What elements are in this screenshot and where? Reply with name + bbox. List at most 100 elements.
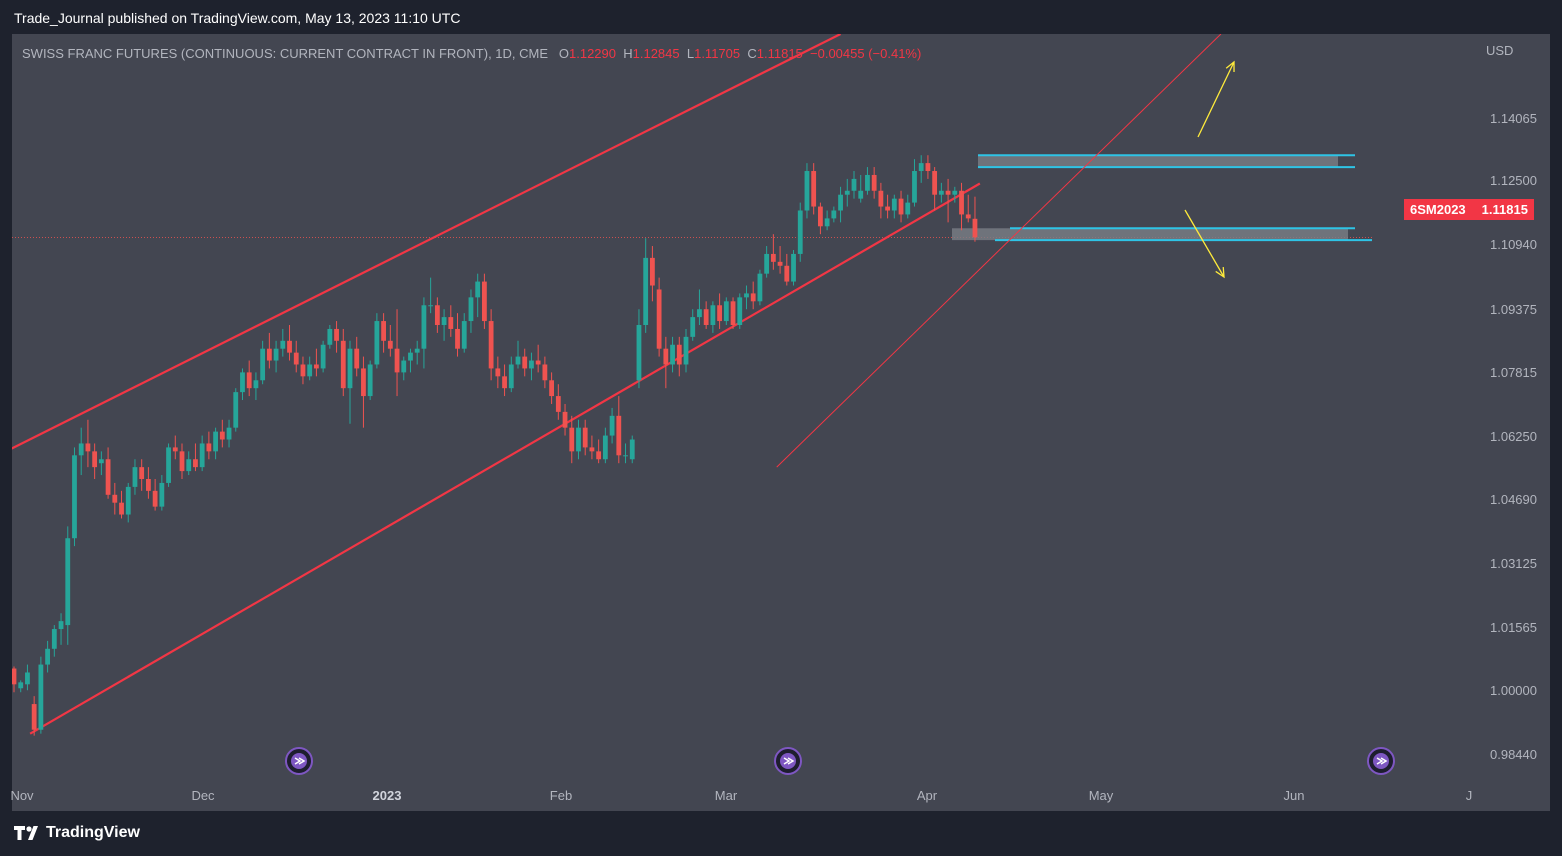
candle [609,407,615,444]
candle-body [764,253,770,274]
candle-body [703,309,709,326]
candle [367,360,373,401]
up-arrow-head [1225,60,1235,73]
candle [535,344,541,373]
candle-body [246,372,252,389]
candle-body [555,396,561,412]
candle-body [858,190,864,199]
candle-body [865,174,870,191]
candle [596,439,602,464]
candle [125,482,131,523]
candle-body [139,467,145,479]
last-price-tag: 6SM2023 1.11815 [1404,199,1534,220]
candle [508,356,514,393]
candle [414,340,420,365]
candle-body [972,218,978,238]
open-label: O [558,46,569,61]
candle [146,467,151,499]
event-marker-icon[interactable] [285,747,313,775]
event-marker-icon[interactable] [1367,747,1395,775]
candle-body [45,648,50,665]
candle [569,415,575,464]
candle [38,656,44,734]
candle [78,427,84,476]
candle-body [831,210,837,219]
candle-body [750,293,756,302]
candle-body [213,431,218,452]
candle-body [542,364,548,381]
candle-body [925,163,931,172]
candle [697,289,702,326]
candle [945,178,951,223]
candle [354,336,360,377]
candle-body [744,293,749,298]
candle-body [179,451,185,472]
candle [683,328,689,373]
candle-body [206,443,212,452]
candle-body [25,672,30,685]
candle [408,348,413,373]
candle [347,340,353,424]
candle-body [273,348,279,361]
candle [65,526,71,645]
candle [529,352,534,381]
candle [576,419,581,460]
currency-label: USD [1486,43,1513,58]
candle-body [629,439,635,460]
candle [589,435,595,460]
candle-body [85,443,91,452]
event-marker-glyph [294,757,306,765]
candle-body [152,490,158,507]
candle-body [199,443,205,468]
candle [502,364,507,397]
high-value: 1.12845 [632,46,680,61]
candle [972,196,978,242]
close-value: 1.11815 [756,46,803,61]
candle-body [18,682,24,689]
candle [770,234,776,270]
candle-body [562,411,568,428]
footer-brand[interactable]: TradingView [14,824,140,842]
candle [434,297,440,333]
candle [690,309,696,341]
candle [58,613,64,645]
candle-body [905,202,911,215]
candle [804,163,810,219]
candle-body [885,206,890,211]
candle [723,297,729,326]
candle [112,482,118,515]
candle [851,171,857,199]
down-arrow-head [1215,266,1225,279]
candle [885,194,890,219]
candle-body [280,340,286,349]
candle-body [482,281,487,322]
candle-body [260,348,266,381]
candle-body [374,321,380,365]
candle [938,182,944,203]
candle [387,325,393,357]
candle-body [770,253,776,262]
event-marker-icon[interactable] [774,747,802,775]
candle-body [596,451,602,460]
candle-body [549,380,554,397]
candle-body [461,321,467,349]
candle-body [314,364,319,369]
y-tick-label: 1.00000 [1490,683,1537,698]
candle [777,246,783,274]
candle-body [502,376,507,389]
candle [555,384,561,420]
candle-body [455,328,460,349]
candle [562,403,568,436]
candle-body [589,447,595,452]
candle-body [58,621,64,630]
candle-body [952,190,958,195]
candle [703,301,709,329]
candle [744,285,749,310]
candle [280,328,286,357]
candle-body [159,482,165,507]
candle-body [240,372,245,393]
candle-body [723,301,729,322]
candle-body [92,451,98,468]
candle [643,238,649,333]
